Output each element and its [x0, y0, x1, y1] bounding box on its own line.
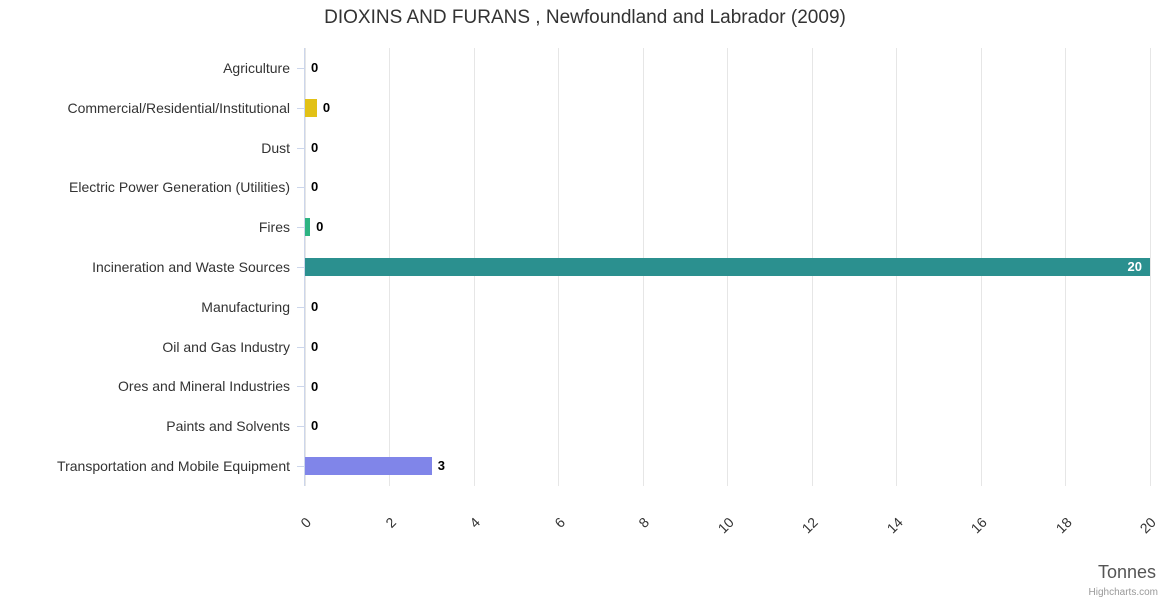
category-tick [297, 466, 304, 468]
category-tick [297, 107, 304, 109]
value-label: 20 [1127, 259, 1142, 275]
value-label: 3 [437, 458, 445, 474]
bar[interactable] [305, 218, 311, 237]
category-tick [297, 187, 304, 189]
value-label: 0 [311, 418, 319, 434]
value-label: 0 [311, 378, 319, 394]
value-label: 0 [311, 179, 319, 195]
category-label: Fires [258, 219, 290, 236]
category-label: Incineration and Waste Sources [92, 258, 290, 275]
value-label: 0 [311, 139, 319, 155]
category-tick [297, 67, 304, 69]
category-tick [297, 386, 304, 388]
category-labels: Agriculture Commercial/Residential/Instit… [0, 48, 290, 486]
value-label: 0 [316, 219, 324, 235]
category-label: Ores and Mineral Industries [118, 378, 290, 395]
value-label: 0 [311, 60, 319, 75]
category-tick [297, 346, 304, 348]
bar[interactable] [305, 457, 432, 476]
bar[interactable] [305, 258, 1150, 276]
category-label: Paints and Solvents [166, 418, 290, 435]
highcharts-credit[interactable]: Highcharts.com [1088, 587, 1158, 598]
category-label: Oil and Gas Industry [162, 338, 290, 355]
value-label: 0 [311, 338, 319, 354]
category-tick [297, 227, 304, 229]
x-axis-title: Tonnes [1097, 562, 1156, 582]
value-label: 0 [322, 99, 331, 115]
category-label: Electric Power Generation (Utilities) [69, 179, 290, 196]
value-label: 0 [311, 298, 319, 314]
category-tick [297, 147, 304, 149]
plot-area: 0 0 0 0 0 20 0 0 0 0 3 [304, 48, 1151, 486]
category-tick [297, 267, 304, 268]
category-label: Dust [261, 139, 290, 156]
chart-title: DIOXINS AND FURANS , Newfoundland and La… [324, 7, 846, 28]
category-label: Transportation and Mobile Equipment [57, 458, 290, 475]
category-label: Manufacturing [201, 298, 290, 315]
category-label: Commercial/Residential/Institutional [67, 99, 290, 116]
category-tick [297, 426, 304, 428]
bar[interactable] [305, 98, 317, 117]
gridline [1149, 48, 1151, 486]
category-label: Agriculture [223, 59, 290, 76]
category-tick [297, 306, 304, 308]
